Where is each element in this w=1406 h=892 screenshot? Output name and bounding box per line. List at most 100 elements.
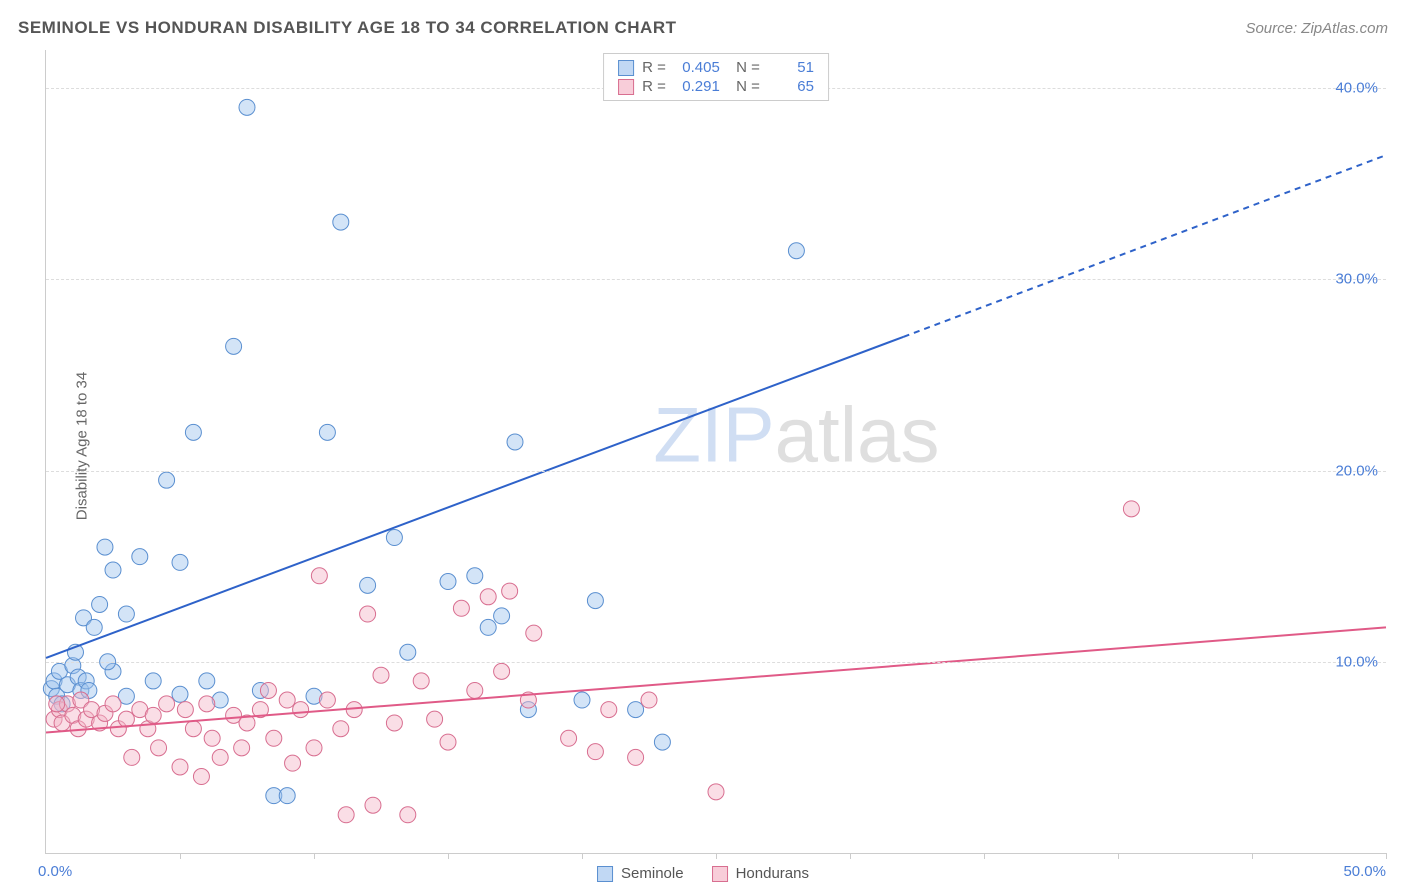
correlation-legend: R = 0.405 N = 51 R = 0.291 N = 65 xyxy=(603,53,829,101)
data-point xyxy=(279,788,295,804)
data-point xyxy=(587,593,603,609)
data-point xyxy=(440,574,456,590)
data-point xyxy=(1123,501,1139,517)
data-point xyxy=(279,692,295,708)
swatch-icon xyxy=(597,866,613,882)
data-point xyxy=(319,692,335,708)
series-legend: Seminole Hondurans xyxy=(597,865,809,882)
data-point xyxy=(494,663,510,679)
data-point xyxy=(285,755,301,771)
n-label: N = xyxy=(728,78,760,95)
data-point xyxy=(333,721,349,737)
data-point xyxy=(145,673,161,689)
data-point xyxy=(159,696,175,712)
x-tick xyxy=(314,853,315,859)
data-point xyxy=(151,740,167,756)
data-point xyxy=(587,744,603,760)
data-point xyxy=(502,583,518,599)
scatter-svg xyxy=(46,50,1386,853)
data-point xyxy=(526,625,542,641)
x-tick xyxy=(984,853,985,859)
data-point xyxy=(118,711,134,727)
grid-line xyxy=(46,279,1386,280)
data-point xyxy=(400,644,416,660)
data-point xyxy=(319,424,335,440)
data-point xyxy=(105,696,121,712)
data-point xyxy=(628,749,644,765)
y-tick-label: 10.0% xyxy=(1335,653,1378,670)
y-tick-label: 30.0% xyxy=(1335,271,1378,288)
data-point xyxy=(172,686,188,702)
chart-plot-area: ZIPatlas R = 0.405 N = 51 R = 0.291 N = … xyxy=(45,50,1386,854)
r-label: R = xyxy=(642,78,666,95)
trend-line-extrapolated xyxy=(904,155,1386,337)
legend-item-hondurans: Hondurans xyxy=(712,865,809,882)
data-point xyxy=(204,730,220,746)
trend-line xyxy=(46,627,1386,732)
legend-item-seminole: Seminole xyxy=(597,865,684,882)
data-point xyxy=(386,715,402,731)
data-point xyxy=(507,434,523,450)
data-point xyxy=(467,682,483,698)
grid-line xyxy=(46,471,1386,472)
data-point xyxy=(453,600,469,616)
data-point xyxy=(365,797,381,813)
n-value: 65 xyxy=(768,78,814,95)
y-tick-label: 20.0% xyxy=(1335,462,1378,479)
data-point xyxy=(185,424,201,440)
data-point xyxy=(641,692,657,708)
data-point xyxy=(561,730,577,746)
data-point xyxy=(92,596,108,612)
y-tick-label: 40.0% xyxy=(1335,80,1378,97)
data-point xyxy=(373,667,389,683)
data-point xyxy=(185,721,201,737)
data-point xyxy=(239,99,255,115)
data-point xyxy=(193,769,209,785)
legend-label: Seminole xyxy=(621,865,684,882)
x-axis-max-label: 50.0% xyxy=(1343,863,1386,880)
data-point xyxy=(234,740,250,756)
swatch-icon xyxy=(618,60,634,76)
n-label: N = xyxy=(728,59,760,76)
source-label: Source: ZipAtlas.com xyxy=(1245,20,1388,37)
data-point xyxy=(440,734,456,750)
x-tick xyxy=(1386,853,1387,859)
data-point xyxy=(708,784,724,800)
data-point xyxy=(360,577,376,593)
data-point xyxy=(132,549,148,565)
x-tick xyxy=(716,853,717,859)
data-point xyxy=(311,568,327,584)
data-point xyxy=(480,589,496,605)
data-point xyxy=(601,702,617,718)
r-value: 0.291 xyxy=(674,78,720,95)
data-point xyxy=(480,619,496,635)
data-point xyxy=(105,562,121,578)
data-point xyxy=(574,692,590,708)
data-point xyxy=(427,711,443,727)
swatch-icon xyxy=(618,79,634,95)
data-point xyxy=(118,606,134,622)
data-point xyxy=(260,682,276,698)
data-point xyxy=(159,472,175,488)
data-point xyxy=(788,243,804,259)
data-point xyxy=(212,749,228,765)
legend-row-seminole: R = 0.405 N = 51 xyxy=(618,58,814,77)
data-point xyxy=(467,568,483,584)
data-point xyxy=(266,730,282,746)
data-point xyxy=(172,554,188,570)
data-point xyxy=(338,807,354,823)
data-point xyxy=(199,696,215,712)
n-value: 51 xyxy=(768,59,814,76)
r-value: 0.405 xyxy=(674,59,720,76)
x-tick xyxy=(850,853,851,859)
data-point xyxy=(400,807,416,823)
data-point xyxy=(494,608,510,624)
legend-row-hondurans: R = 0.291 N = 65 xyxy=(618,77,814,96)
legend-label: Hondurans xyxy=(736,865,809,882)
x-tick xyxy=(448,853,449,859)
grid-line xyxy=(46,662,1386,663)
data-point xyxy=(172,759,188,775)
x-axis-min-label: 0.0% xyxy=(38,863,72,880)
data-point xyxy=(199,673,215,689)
x-tick xyxy=(582,853,583,859)
